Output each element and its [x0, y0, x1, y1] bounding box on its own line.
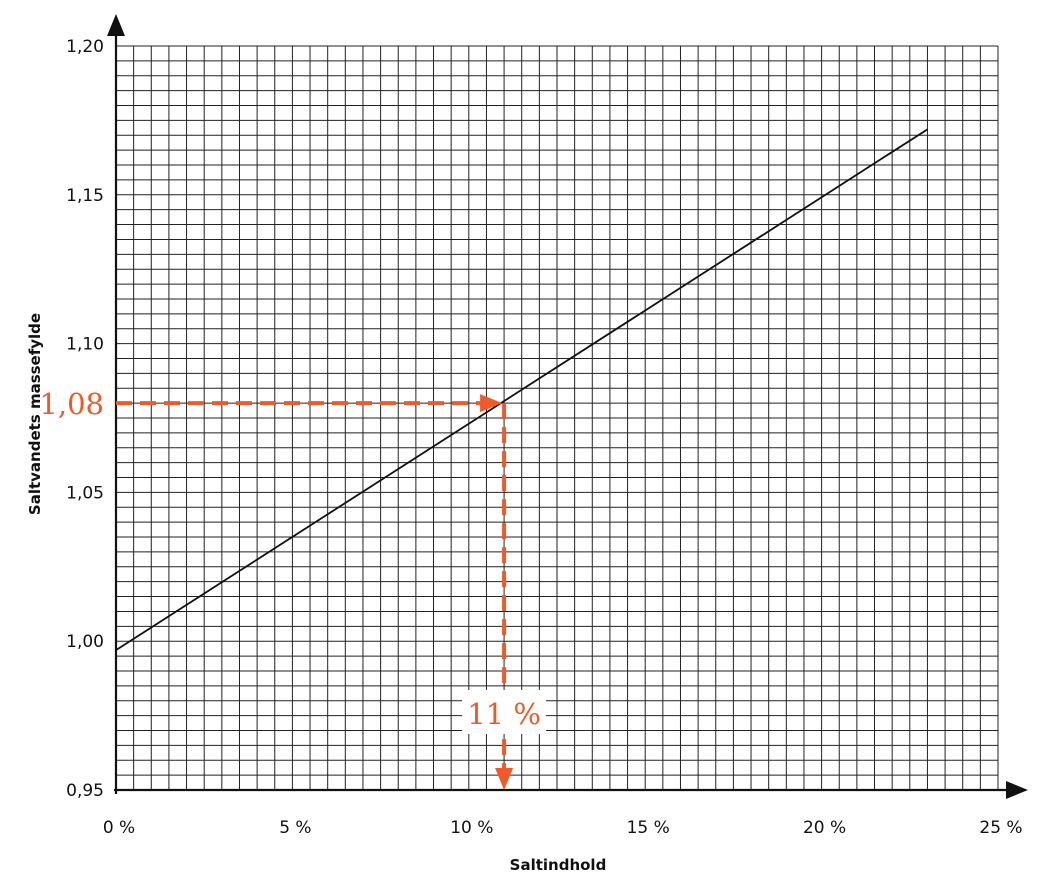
annotation-vertical-arrow: [495, 768, 514, 790]
series-line: [115, 128, 928, 651]
y-tick-label: 1,00: [66, 632, 104, 652]
annotation-group: 1,08 11 %: [0, 383, 547, 790]
annotation-y-label-bg: [0, 383, 110, 424]
x-tick-label: 20 %: [803, 818, 846, 838]
y-tick-label: 0,95: [66, 781, 104, 801]
x-tick-label: 15 %: [627, 818, 670, 838]
x-tick-label: 0 %: [103, 818, 135, 838]
annotation-x-label-bg: [462, 690, 547, 734]
annotation-x-label: 11 %: [467, 697, 541, 731]
axes: [107, 14, 1028, 799]
y-tick-label: 1,10: [66, 335, 104, 355]
x-tick-labels: 0 % 5 % 10 % 15 % 20 % 25 %: [103, 818, 1023, 838]
x-axis-arrow: [1006, 781, 1028, 799]
annotation-y-label: 1,08: [39, 387, 104, 421]
y-axis-arrow: [107, 14, 125, 36]
y-tick-label: 1,20: [66, 37, 104, 57]
grid: [116, 45, 999, 790]
series-group: [115, 128, 928, 651]
y-axis-title: Saltvandets massefylde: [26, 313, 44, 515]
x-tick-label: 5 %: [279, 818, 311, 838]
x-tick-label: 25 %: [979, 818, 1022, 838]
x-tick-label: 10 %: [450, 818, 493, 838]
y-tick-label: 1,05: [66, 483, 104, 503]
y-tick-label: 1,15: [66, 186, 104, 206]
x-axis-title: Saltindhold: [510, 856, 607, 874]
annotation-horizontal-arrow: [480, 394, 503, 413]
y-tick-labels: 0,95 1,00 1,05 1,10 1,15 1,20: [66, 37, 104, 801]
